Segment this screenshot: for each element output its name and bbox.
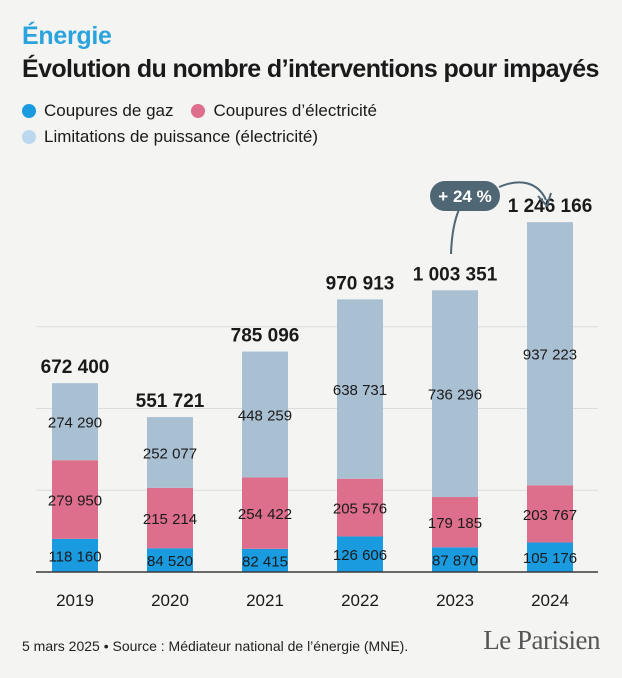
x-tick-2020: 2020 (151, 591, 189, 610)
x-tick-2023: 2023 (436, 591, 474, 610)
total-label-2024: 1 246 166 (508, 196, 593, 217)
x-tick-2024: 2024 (531, 591, 569, 610)
bar-segment-2022-2 (337, 299, 383, 479)
total-label-2022: 970 913 (326, 273, 395, 294)
data-label-2023-2: 736 296 (428, 387, 482, 404)
bar-segment-2019-2 (52, 383, 98, 461)
bar-segment-2021-1 (242, 477, 288, 549)
x-tick-2019: 2019 (56, 591, 94, 610)
bar-segment-2020-2 (147, 417, 193, 488)
data-label-2019-0: 118 160 (48, 548, 101, 565)
bar-segment-2023-0 (432, 547, 478, 572)
total-label-2019: 672 400 (41, 357, 110, 378)
chart-title: Évolution du nombre d’interventions pour… (22, 55, 599, 83)
data-label-2024-2: 937 223 (523, 347, 577, 364)
annotation-text: + 24 % (438, 187, 491, 206)
bar-segment-2021-0 (242, 548, 288, 572)
bar-segment-2023-2 (432, 290, 478, 498)
bar-segment-2019-0 (52, 538, 98, 572)
stacked-bar-chart: 118 160 279 950 274 290 672 400 2019 84 520 21… (36, 181, 598, 610)
x-tick-2021: 2021 (246, 591, 284, 610)
bar-segment-2024-0 (527, 542, 573, 572)
data-label-2020-1: 215 214 (143, 511, 197, 528)
bar-segment-2024-1 (527, 485, 573, 543)
data-label-2023-1: 179 185 (428, 515, 482, 532)
bar-segment-2022-0 (337, 536, 383, 572)
data-label-2024-1: 203 767 (523, 507, 577, 524)
bar-segment-2020-0 (147, 548, 193, 572)
data-label-2021-1: 254 422 (238, 506, 292, 523)
data-label-2020-0: 84 520 (147, 553, 193, 570)
bar-segment-2024-2 (527, 222, 573, 486)
legend-item-limitations: Limitations de puissance (électricité) (22, 127, 318, 147)
bar-segment-2022-1 (337, 478, 383, 537)
data-label-2022-1: 205 576 (333, 501, 387, 518)
annotation-arrow-curve (498, 181, 547, 201)
x-tick-2022: 2022 (341, 591, 379, 610)
legend-label-electricite: Coupures d’électricité (213, 101, 377, 120)
legend-label-gaz: Coupures de gaz (44, 101, 174, 120)
legend-dot-limitations (22, 130, 36, 144)
legend-dot-electricite (191, 104, 206, 118)
data-label-2019-2: 274 290 (48, 415, 102, 432)
data-label-2019-1: 279 950 (48, 493, 102, 510)
legend-item-electricite: Coupures d’électricité (191, 101, 377, 121)
source-note: 5 mars 2025 • Source : Médiateur nationa… (22, 638, 409, 654)
bar-segment-2023-1 (432, 497, 478, 548)
data-label-2024-0: 105 176 (523, 550, 577, 567)
data-label-2021-0: 82 415 (242, 553, 288, 570)
data-label-2022-0: 126 606 (333, 547, 387, 564)
data-label-2022-2: 638 731 (333, 382, 387, 399)
annotation-arrowhead (537, 192, 552, 207)
publisher-logo: Le Parisien (483, 625, 600, 655)
legend-label-limitations: Limitations de puissance (électricité) (44, 127, 319, 146)
legend-item-gaz: Coupures de gaz (22, 101, 173, 121)
annotation-pill (430, 181, 500, 211)
bar-segment-2021-2 (242, 351, 288, 478)
legend-dot-gaz (22, 104, 36, 118)
data-label-2023-0: 87 870 (432, 553, 478, 570)
bar-segment-2019-1 (52, 460, 98, 539)
legend: Coupures de gaz Coupures d’électricité L… (22, 98, 395, 150)
total-label-2023: 1 003 351 (413, 264, 498, 285)
data-label-2020-2: 252 077 (143, 445, 197, 462)
kicker: Énergie (22, 22, 112, 50)
total-label-2021: 785 096 (231, 326, 300, 347)
data-label-2021-2: 448 259 (238, 407, 292, 424)
bar-segment-2020-1 (147, 487, 193, 549)
total-label-2020: 551 721 (136, 391, 205, 412)
